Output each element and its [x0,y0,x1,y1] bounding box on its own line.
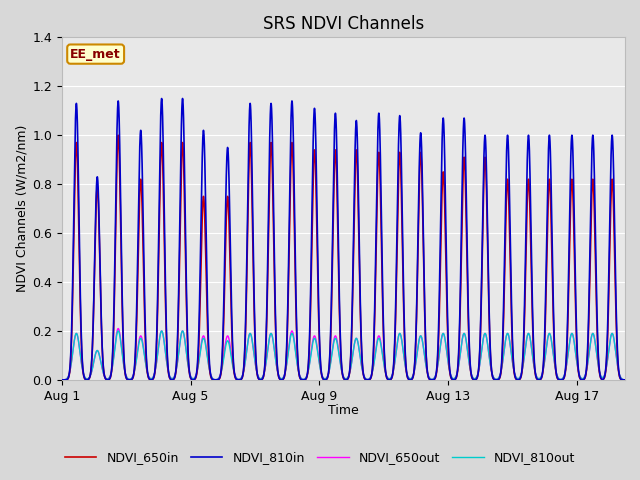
NDVI_810out [632,377,640,383]
NDVI_810out [193,371,200,377]
NDVI_650in [637,377,640,383]
NDVI_650out [115,325,122,331]
NDVI_650out [198,335,206,340]
NDVI_810in [637,377,640,383]
Line: NDVI_650out: NDVI_650out [62,328,640,380]
NDVI_650in [196,320,204,325]
NDVI_810in [179,96,186,101]
X-axis label: Time: Time [328,404,359,417]
NDVI_650in [115,132,122,138]
NDVI_650in [58,377,66,383]
NDVI_650out [637,377,640,383]
NDVI_650in [276,377,284,383]
NDVI_810out [276,375,284,381]
NDVI_650out [276,375,284,381]
NDVI_810in [198,144,206,149]
NDVI_650in [193,372,200,378]
Line: NDVI_810out: NDVI_810out [62,331,640,380]
NDVI_650out [58,377,66,383]
NDVI_810in [193,371,200,377]
NDVI_810out [637,377,640,383]
Line: NDVI_810in: NDVI_810in [62,98,640,380]
NDVI_810in [276,376,284,382]
NDVI_810in [317,370,325,376]
NDVI_810out [58,377,66,383]
Title: SRS NDVI Channels: SRS NDVI Channels [263,15,424,33]
NDVI_810out [179,328,186,334]
NDVI_650out [632,377,640,383]
NDVI_650in [632,377,640,383]
NDVI_810in [632,377,640,383]
NDVI_650in [317,371,325,377]
NDVI_650out [196,353,204,359]
NDVI_810in [58,377,66,383]
NDVI_650out [317,371,325,376]
NDVI_810out [198,337,206,343]
Text: EE_met: EE_met [70,48,121,60]
NDVI_650in [198,205,206,211]
NDVI_810out [317,371,325,377]
NDVI_810in [196,299,204,305]
NDVI_650out [193,371,200,377]
Line: NDVI_650in: NDVI_650in [62,135,640,380]
Legend: NDVI_650in, NDVI_810in, NDVI_650out, NDVI_810out: NDVI_650in, NDVI_810in, NDVI_650out, NDV… [60,446,580,469]
NDVI_810out [196,355,204,360]
Y-axis label: NDVI Channels (W/m2/nm): NDVI Channels (W/m2/nm) [15,125,28,292]
